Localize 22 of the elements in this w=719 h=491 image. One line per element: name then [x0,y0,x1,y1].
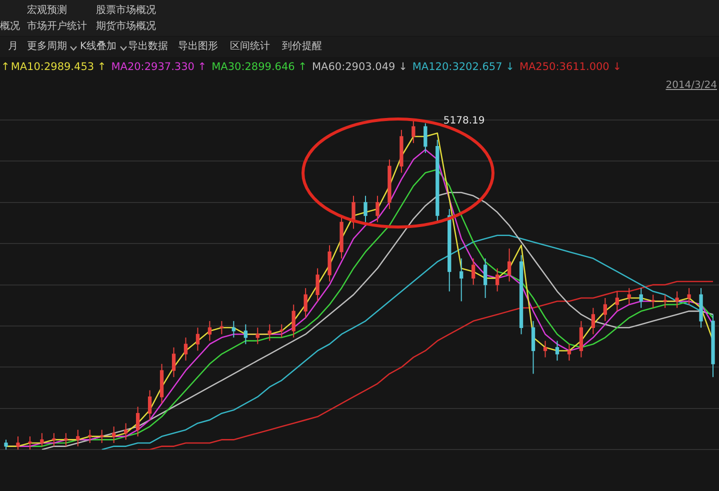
text: 股票市场概况 [96,5,156,17]
text: 月 [8,41,18,53]
text: 区间统计 [230,41,270,53]
text: 导出图形 [178,41,218,53]
text: 市场开户统计 [27,21,87,33]
text: MA250:3611.000 ↓ [519,61,622,73]
text: 到价提醒 [282,41,322,53]
text: MA20:2937.330 ↑ [111,61,207,73]
text: K线叠加 [80,41,117,53]
text: 期货市场概况 [96,21,156,33]
text: MA120:3202.657 ↓ [412,61,514,73]
annotation: 5178.19 [443,116,485,127]
text: 导出数据 [128,41,168,53]
text: 2014/3/24 [666,80,717,92]
text: 更多周期 [27,41,67,53]
text: MA10:2989.453 ↑ [10,61,106,73]
candlestick [28,436,32,450]
text: MA30:2899.646 ↑ [212,61,307,73]
text: 宏观预测 [27,5,67,17]
text: MA60:2903.049 ↓ [312,61,408,73]
text: 概况 [0,21,20,33]
text: ↑ [1,61,10,73]
